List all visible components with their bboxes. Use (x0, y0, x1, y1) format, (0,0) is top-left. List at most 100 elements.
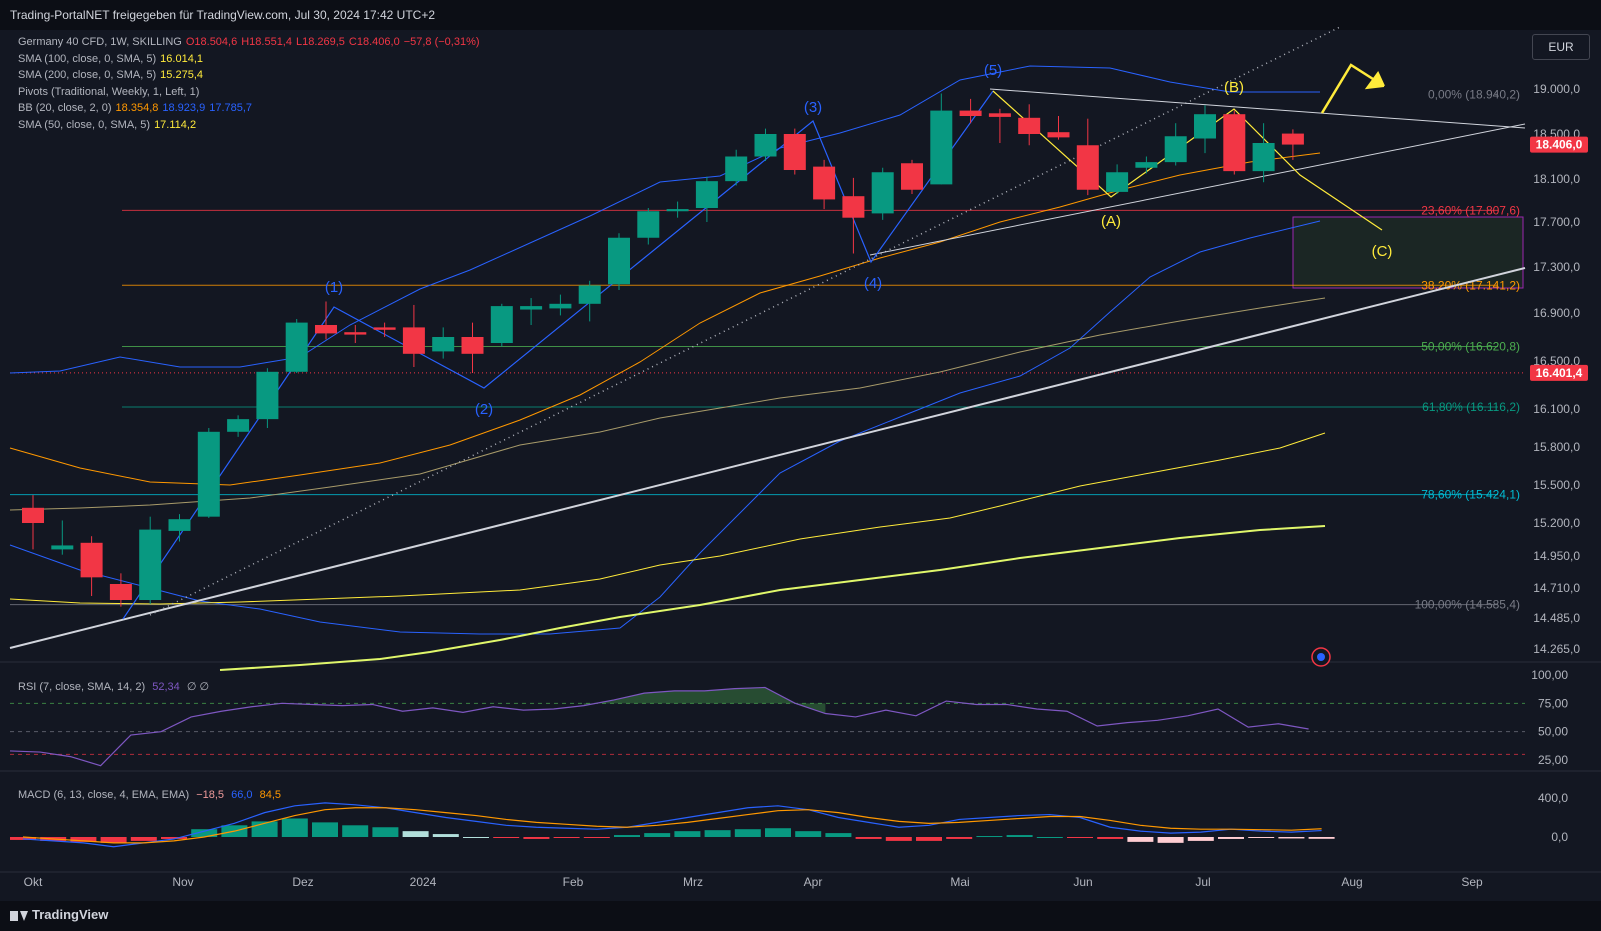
candle-body (783, 134, 806, 170)
legend-label: BB (20, close, 2, 0) (18, 102, 112, 114)
price-axis-label: 16.900,0 (1533, 306, 1580, 320)
currency-button[interactable]: EUR (1532, 34, 1590, 60)
fib-level-label: 50,00% (16.620,8) (1421, 340, 1520, 354)
fib-level-label: 0,00% (18.940,2) (1428, 87, 1520, 101)
macd-histogram-bar (825, 833, 852, 837)
publish-info: Trading-PortalNET freigegeben für Tradin… (10, 8, 436, 22)
main-legend: Germany 40 CFD, 1W, SKILLING O18.504,6 H18… (18, 34, 480, 133)
legend-row[interactable]: BB (20, close, 2, 0) 18.354,8 18.923,9 17.7… (18, 100, 480, 117)
price-axis-label: 16.500,0 (1533, 354, 1580, 368)
candle-body (608, 237, 630, 285)
rsi-line (9, 686, 1309, 767)
candle-body (1194, 114, 1216, 139)
candle-body (432, 337, 455, 352)
rsi-value: 52,34 (152, 681, 180, 693)
fib-level-label: 78,60% (15.424,1) (1421, 488, 1520, 502)
legend-row[interactable]: Pivots (Traditional, Weekly, 1, Left, 1) (18, 84, 480, 101)
macd-histogram-bar (1097, 837, 1124, 839)
macd-histogram-bar (583, 837, 610, 838)
time-axis-label: Jul (1195, 875, 1210, 889)
candle-body (315, 325, 337, 334)
macd-histogram-bar (342, 825, 369, 837)
legend-row[interactable]: Germany 40 CFD, 1W, SKILLING O18.504,6 H18… (18, 34, 480, 51)
time-axis-label: Aug (1341, 875, 1362, 889)
wave-label: (B) (1224, 79, 1244, 96)
macd-histogram-bar (432, 834, 459, 837)
wave-label: (1) (325, 279, 343, 296)
macd-histogram-bar (312, 822, 338, 837)
candle-body (549, 303, 572, 309)
fib-level-label: 61,80% (16.116,2) (1422, 400, 1520, 414)
legend-value: 17.785,7 (209, 102, 253, 114)
macd-histogram-bar (161, 837, 187, 839)
rsi-legend: RSI (7, close, SMA, 14, 2) 52,34 ∅ ∅ (18, 680, 209, 693)
rsi-extra: ∅ ∅ (186, 681, 210, 693)
sma-yellow-line (9, 432, 1326, 605)
last-price-label: 18.406,0 (1536, 138, 1583, 152)
candle-body (227, 419, 250, 432)
macd-histogram-bar (10, 837, 36, 840)
macd-histogram-bar (402, 831, 429, 837)
price-axis-label: 16.100,0 (1533, 402, 1580, 416)
macd-histogram-bar (1308, 837, 1335, 839)
candle-body (490, 306, 513, 343)
price-axis-label: 15.200,0 (1533, 516, 1580, 530)
macd-histogram-bar (1006, 835, 1033, 837)
projection-arrow (1320, 63, 1385, 114)
rsi-overbought-fill (583, 687, 826, 714)
macd-histogram-bar (463, 837, 489, 838)
macd-histogram-bar (493, 837, 520, 838)
macd-signal-line (22, 807, 1322, 844)
time-axis-label: Sep (1461, 875, 1483, 889)
trendline-main (9, 267, 1526, 649)
wave-label: (4) (864, 275, 882, 292)
target-zone-box (1292, 216, 1524, 289)
candle-body (637, 211, 660, 238)
legend-value: 16.014,1 (160, 52, 203, 65)
fib-level-label: 23,60% (17.807,6) (1421, 203, 1520, 217)
macd-histogram-bar (1127, 837, 1154, 842)
macd-histogram-bar (765, 828, 791, 837)
legend-row[interactable]: SMA (200, close, 0, SMA, 5) 15.275,4 (18, 67, 480, 84)
macd-signal-value: 84,5 (259, 789, 282, 801)
legend-value: 15.275,4 (160, 69, 203, 81)
candle-body (813, 166, 836, 200)
time-axis-label: Apr (804, 875, 823, 889)
rsi-label: RSI (7, close, SMA, 14, 2) (18, 681, 146, 693)
legend-row[interactable]: SMA (50, close, 0, SMA, 5) 17.114,2 (18, 117, 480, 134)
price-axis-label: 14.950,0 (1533, 549, 1580, 563)
time-axis-label: Dez (292, 875, 313, 889)
macd-histogram-bar (372, 827, 399, 837)
candle-body (51, 545, 74, 550)
candle-body (1018, 117, 1041, 134)
macd-histogram-bar (976, 836, 1003, 838)
candle-body (1252, 143, 1275, 172)
macd-label: MACD (6, 13, close, 4, EMA, EMA) (18, 789, 190, 801)
projection-arrow-head (1367, 73, 1384, 88)
tradingview-logo: TradingView (10, 907, 108, 922)
wave-label: (C) (1372, 243, 1393, 260)
wave-label: (3) (804, 99, 822, 116)
candle-body (959, 110, 982, 116)
candle-body (1135, 162, 1158, 168)
legend-label: Pivots (Traditional, Weekly, 1, Left, 1) (18, 85, 200, 98)
legend-label: SMA (100, close, 0, SMA, 5) (18, 52, 157, 65)
macd-histogram-bar (1248, 837, 1275, 838)
macd-histogram-bar (704, 830, 731, 837)
macd-histogram-bar (885, 837, 912, 841)
legend-row[interactable]: SMA (100, close, 0, SMA, 5) 16.014,1 (18, 51, 480, 68)
macd-value: 66,0 (231, 789, 253, 801)
tradingview-logo-icon (10, 910, 28, 921)
fib-level-label: 100,00% (14.585,4) (1415, 598, 1520, 612)
legend-value: C18.406,0 (348, 36, 400, 48)
candle-body (256, 371, 279, 420)
candle-body (461, 337, 484, 354)
macd-hist-value: −18,5 (196, 789, 225, 801)
legend-value: 17.114,2 (154, 118, 197, 131)
price-axis-label: 14.485,0 (1533, 611, 1580, 625)
elliott-impulse-path (122, 90, 994, 620)
price-axis-label: 15.800,0 (1533, 440, 1580, 454)
legend-value: L18.269,5 (295, 36, 345, 48)
price-axis-label: 17.300,0 (1533, 260, 1580, 274)
